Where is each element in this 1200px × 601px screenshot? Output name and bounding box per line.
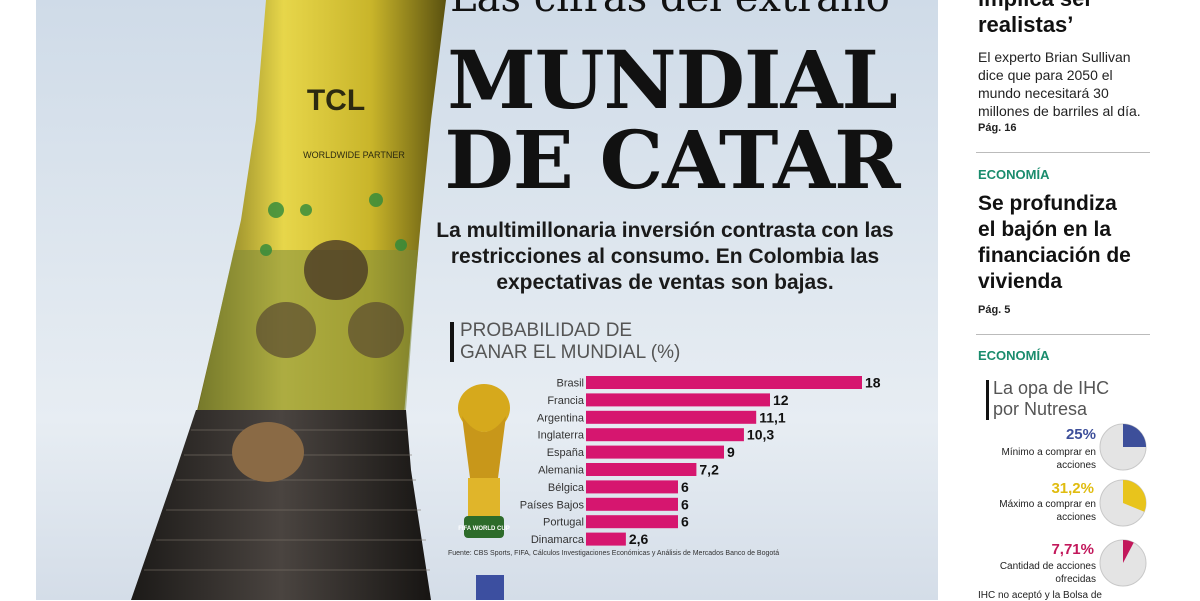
bar (586, 480, 678, 494)
bar-category-label: Países Bajos (520, 499, 585, 511)
chart-source: Fuente: CBS Sports, FIFA, Cálculos Inves… (448, 550, 780, 557)
pie-slice (1123, 424, 1146, 447)
sidebar-top-headline: implica ser realistas’ (978, 0, 1093, 38)
bar (586, 463, 697, 476)
pie-1-percent: 25% (1065, 426, 1096, 443)
story-headline[interactable]: Se profundiza el bajón en la financiació… (978, 192, 1131, 293)
pie-3-label: Cantidad de acciones ofrecidas (999, 561, 1096, 585)
bar (586, 376, 862, 389)
bar (586, 445, 724, 459)
chart-title: PROBABILIDAD DE GANAR EL MUNDIAL (%) (460, 320, 720, 364)
pie-2-percent: 31,2% (1051, 480, 1094, 497)
bar-value-label: 6 (681, 479, 689, 495)
tower-partner-text: WORLDWIDE PARTNER (303, 150, 405, 160)
bar-value-label: 6 (681, 496, 689, 512)
pie-slice (1123, 540, 1134, 563)
pie-3-chart (1099, 539, 1147, 587)
main-headline: MUNDIAL DE CATAR (436, 40, 908, 200)
bar (586, 532, 626, 546)
divider (976, 334, 1150, 335)
section-label-economia-1: ECONOMÍA (978, 167, 1050, 182)
chart-title-line-2: GANAR EL MUNDIAL (%) (460, 342, 681, 363)
bar-category-label: Dinamarca (531, 534, 585, 546)
bar-value-label: 2,6 (629, 531, 649, 547)
bar-category-label: Alemania (538, 465, 585, 477)
tower-illustration: TCL WORLDWIDE PARTNER (131, 0, 504, 600)
box-title-line-1: La opa de IHC (993, 378, 1110, 398)
pie-1-label: Mínimo a comprar en acciones (1001, 447, 1096, 471)
bar (586, 393, 770, 407)
bar (586, 410, 757, 424)
bar-category-label: Argentina (537, 412, 585, 424)
deck: La multimillonaria inversión contrasta c… (436, 219, 894, 294)
bar-value-label: 6 (681, 514, 689, 530)
bar (586, 497, 678, 511)
bar-value-label: 11,1 (759, 409, 786, 425)
chart-title-line-1: PROBABILIDAD DE (460, 320, 633, 341)
trophy-text: FIFA WORLD CUP (458, 526, 509, 532)
divider (976, 152, 1150, 153)
tower-brand-text: TCL (307, 84, 365, 117)
bar-value-label: 10,3 (747, 427, 774, 443)
pie-slice (1123, 480, 1146, 512)
box-title-line-2: por Nutresa (993, 399, 1088, 419)
bar-category-label: Inglaterra (538, 430, 585, 442)
headline-line-2: DE CATAR (444, 113, 900, 207)
bar-value-label: 18 (865, 375, 881, 391)
headline-line-1: MUNDIAL (447, 33, 898, 127)
bar-category-label: Francia (547, 395, 585, 407)
bar (586, 515, 678, 529)
probability-bar-chart: Brasil 18 Francia 12 Argentina 11,1 Inglaterra… (520, 375, 881, 548)
box-title: La opa de IHC por Nutresa (993, 378, 1109, 420)
kicker: Las cifras del extraño (440, 0, 900, 18)
sidebar-top-headline-line-1: implica ser (978, 0, 1093, 12)
story-page: Pág. 5 (978, 304, 1011, 316)
sidebar-bottom-text: IHC no aceptó y la Bolsa de (978, 590, 1102, 601)
sidebar-top-headline-line-2: realistas’ (978, 12, 1074, 37)
bar-value-label: 7,2 (699, 462, 719, 478)
sidebar-top-page: Pág. 16 (978, 122, 1017, 134)
bar-category-label: Portugal (543, 517, 584, 529)
bar-value-label: 9 (727, 444, 735, 460)
chart-title-bar (450, 322, 454, 362)
pie-2-label: Máximo a comprar en acciones (999, 499, 1096, 523)
sidebar-top-body: El experto Brian Sullivan dice que para … (978, 49, 1141, 119)
world-cup-trophy-icon: FIFA WORLD CUP (458, 384, 510, 538)
bar (586, 428, 744, 442)
pie-1-chart (1099, 423, 1147, 471)
bar-category-label: Bélgica (548, 482, 585, 494)
bar-category-label: Brasil (556, 378, 584, 390)
pie-3-percent: 7,71% (1051, 541, 1094, 558)
bar-category-label: España (547, 447, 585, 459)
box-title-bar (986, 380, 989, 420)
section-label-economia-2: ECONOMÍA (978, 348, 1050, 363)
pie-2-chart (1099, 479, 1147, 527)
bar-value-label: 12 (773, 392, 789, 408)
